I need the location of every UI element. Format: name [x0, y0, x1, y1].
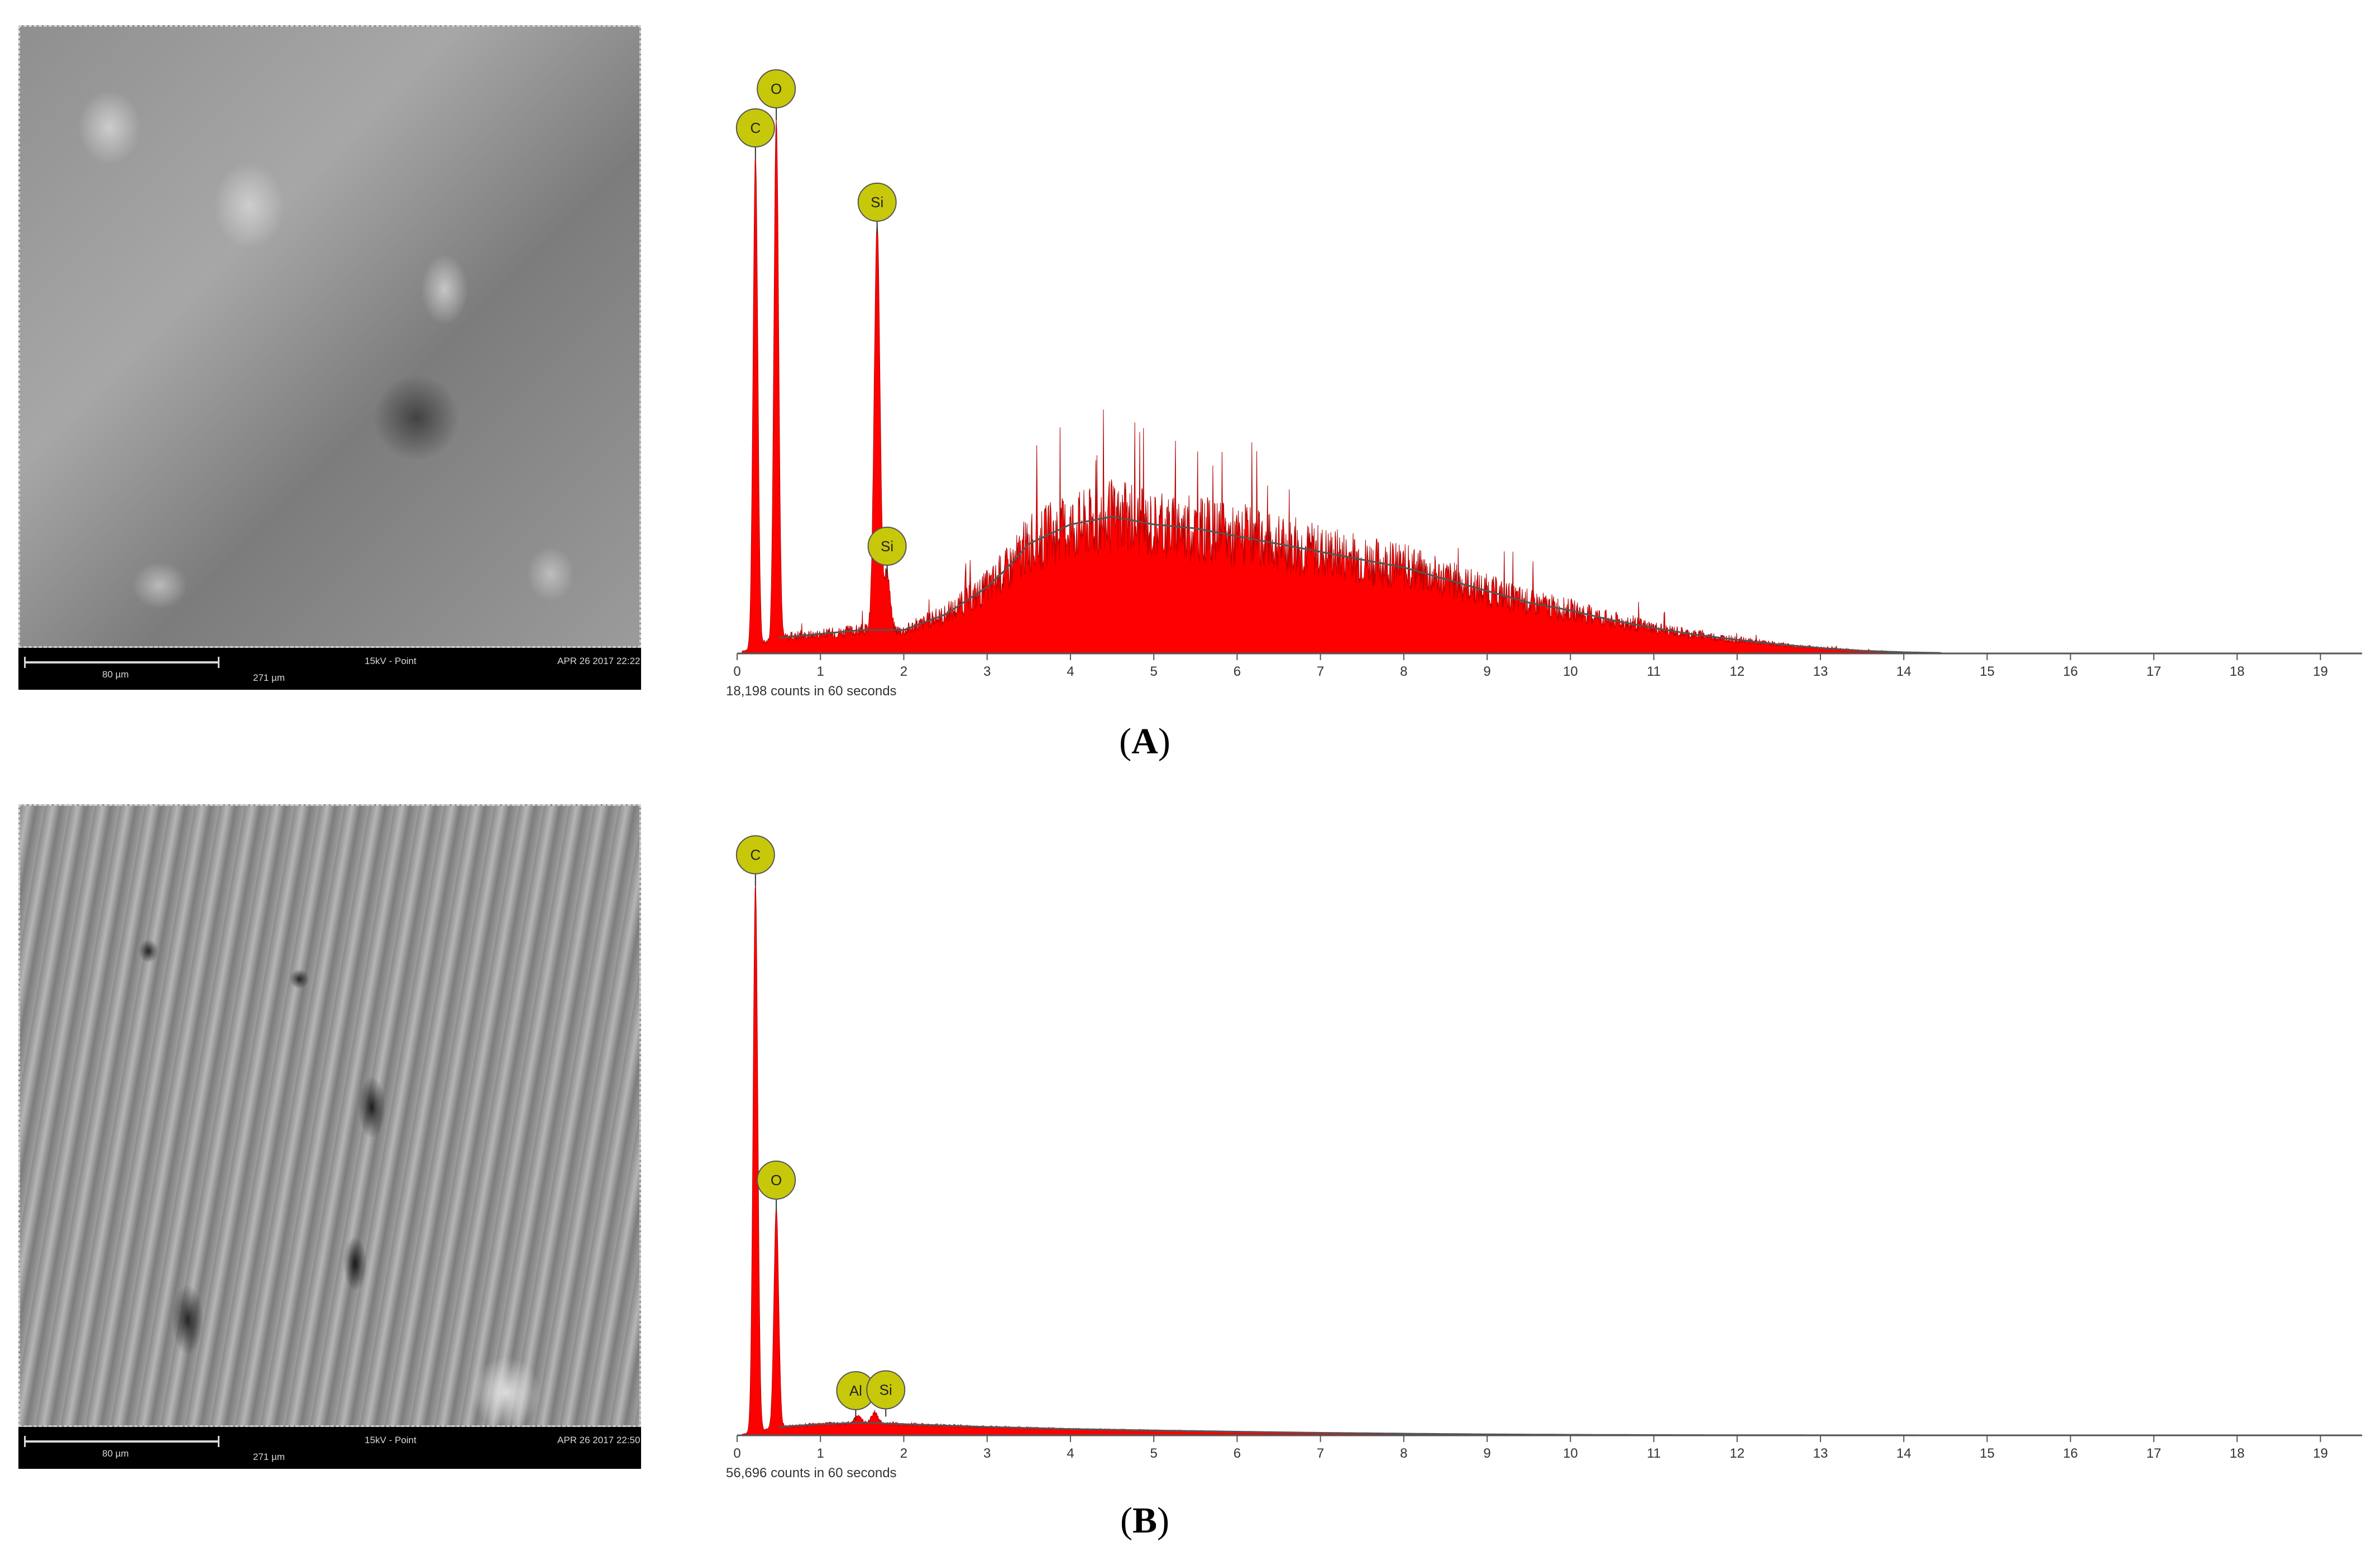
x-tick-label: 14 — [1896, 664, 1911, 679]
field-width-label: 271 µm — [253, 672, 285, 683]
x-tick-label: 5 — [1150, 1446, 1157, 1461]
counts-caption: 18,198 counts in 60 seconds — [726, 684, 897, 699]
x-tick-label: 14 — [1896, 1446, 1911, 1461]
x-tick-label: 7 — [1317, 664, 1324, 679]
timestamp-label: APR 26 2017 22:22 — [557, 656, 641, 666]
peak-marker-si — [857, 183, 897, 222]
scale-bar-label: 80 µm — [102, 1448, 129, 1459]
panel-label-b: (B) — [1120, 1500, 1169, 1541]
x-tick-label: 10 — [1563, 1446, 1578, 1461]
peak-label: Al — [849, 1382, 862, 1399]
peak-marker-si — [867, 527, 907, 566]
sem-info-bar: 80 µm 271 µm 15kV - Point APR 26 2017 22… — [18, 1427, 641, 1469]
sem-micrograph — [18, 804, 641, 1427]
scale-bar — [24, 657, 219, 668]
timestamp-label: APR 26 2017 22:50 — [557, 1435, 641, 1445]
peak-label: C — [750, 847, 761, 863]
sem-info-bar: 80 µm 271 µm 15kV - Point APR 26 2017 22… — [18, 648, 641, 690]
peak-marker-o — [757, 69, 796, 108]
spectrum-area — [742, 885, 2004, 1436]
x-tick-label: 6 — [1234, 664, 1241, 679]
x-tick-label: 13 — [1813, 664, 1828, 679]
sem-image-a: 80 µm 271 µm 15kV - Point APR 26 2017 22… — [18, 25, 641, 690]
x-tick-label: 3 — [983, 664, 991, 679]
x-tick-label: 12 — [1729, 1446, 1745, 1461]
x-tick-label: 18 — [2230, 664, 2245, 679]
x-tick-label: 13 — [1813, 1446, 1828, 1461]
x-tick-label: 11 — [1647, 1446, 1661, 1461]
x-tick-label: 19 — [2313, 664, 2328, 679]
sem-image-b: 80 µm 271 µm 15kV - Point APR 26 2017 22… — [18, 804, 641, 1469]
peak-label: C — [750, 120, 761, 136]
peak-label: Si — [871, 194, 883, 211]
x-tick-label: 12 — [1729, 664, 1745, 679]
x-tick-label: 5 — [1150, 664, 1157, 679]
panel-label-a: (A) — [1119, 721, 1170, 762]
x-tick-label: 6 — [1234, 1446, 1241, 1461]
x-tick-label: 15 — [1980, 664, 1995, 679]
x-tick-label: 9 — [1483, 664, 1490, 679]
peak-label: Si — [881, 538, 893, 555]
x-tick-label: 7 — [1317, 1446, 1324, 1461]
peak-marker-c — [735, 108, 775, 147]
x-tick-label: 8 — [1400, 664, 1407, 679]
peak-label: O — [771, 1172, 782, 1188]
x-tick-label: 10 — [1563, 664, 1578, 679]
x-tick-label: 2 — [900, 1446, 907, 1461]
peak-label: Si — [880, 1382, 892, 1398]
x-tick-label: 0 — [733, 1446, 740, 1461]
x-tick-label: 11 — [1647, 664, 1661, 679]
field-width-label: 271 µm — [253, 1452, 285, 1462]
beam-mode-label: 15kV - Point — [365, 656, 417, 666]
scale-bar — [24, 1436, 219, 1447]
x-tick-label: 0 — [733, 664, 740, 679]
sem-micrograph — [18, 25, 641, 648]
x-tick-label: 17 — [2147, 1446, 2162, 1461]
x-tick-label: 9 — [1483, 1446, 1490, 1461]
beam-mode-label: 15kV - Point — [365, 1435, 417, 1445]
counts-caption: 56,696 counts in 60 seconds — [726, 1465, 897, 1481]
x-tick-label: 4 — [1067, 1446, 1074, 1461]
x-tick-label: 1 — [817, 664, 824, 679]
peak-label: O — [771, 80, 782, 97]
background-fit-line — [778, 515, 1942, 654]
spectrum-area — [742, 118, 2004, 654]
x-tick-label: 4 — [1067, 664, 1074, 679]
x-tick-label: 19 — [2313, 1446, 2328, 1461]
peak-marker-si — [866, 1370, 906, 1410]
x-tick-label: 3 — [983, 1446, 991, 1461]
peak-marker-c — [735, 835, 775, 875]
peak-marker-o — [757, 1161, 796, 1200]
x-tick-label: 8 — [1400, 1446, 1407, 1461]
x-tick-label: 15 — [1980, 1446, 1995, 1461]
x-tick-label: 16 — [2063, 1446, 2078, 1461]
x-tick-label: 2 — [900, 664, 907, 679]
x-tick-label: 17 — [2147, 664, 2162, 679]
scale-bar-label: 80 µm — [102, 669, 129, 680]
x-tick-label: 18 — [2230, 1446, 2245, 1461]
x-tick-label: 1 — [817, 1446, 824, 1461]
x-tick-label: 16 — [2063, 664, 2078, 679]
